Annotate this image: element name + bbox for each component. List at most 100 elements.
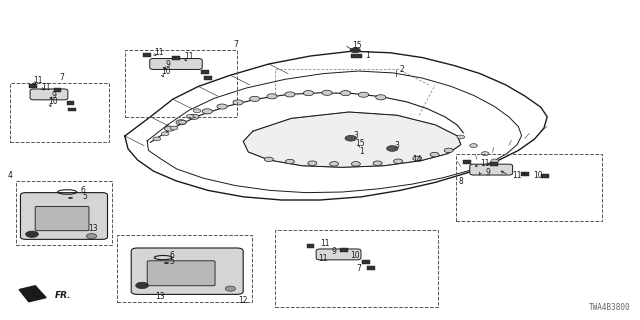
Circle shape	[170, 126, 178, 130]
Text: 10: 10	[532, 171, 543, 180]
Text: FR.: FR.	[54, 291, 71, 300]
Circle shape	[481, 152, 489, 156]
Bar	[362, 260, 370, 264]
Circle shape	[233, 100, 243, 105]
Circle shape	[153, 137, 161, 141]
Text: 11: 11	[319, 254, 328, 263]
Text: 12: 12	[239, 296, 248, 305]
Bar	[117, 235, 252, 302]
Circle shape	[387, 146, 398, 151]
Circle shape	[285, 159, 294, 164]
Text: TWA4B3800: TWA4B3800	[589, 303, 630, 312]
Bar	[307, 244, 314, 248]
Text: 11: 11	[42, 83, 51, 92]
Text: 6: 6	[169, 251, 174, 260]
Circle shape	[189, 114, 199, 119]
Bar	[275, 230, 438, 307]
Text: 11: 11	[321, 239, 330, 248]
Text: 11: 11	[184, 52, 193, 61]
Text: 3: 3	[394, 141, 399, 150]
Bar	[125, 50, 237, 117]
Circle shape	[176, 120, 186, 125]
Bar	[16, 181, 112, 245]
Circle shape	[202, 109, 212, 114]
Circle shape	[340, 91, 351, 96]
Polygon shape	[19, 286, 46, 302]
Circle shape	[350, 48, 360, 53]
Circle shape	[413, 156, 422, 161]
Text: 13: 13	[88, 224, 98, 233]
Bar	[351, 54, 362, 58]
Text: 9: 9	[485, 168, 490, 177]
Text: 9: 9	[52, 91, 57, 100]
Text: 10: 10	[350, 252, 360, 260]
Bar	[367, 266, 375, 270]
Circle shape	[225, 286, 236, 291]
Circle shape	[267, 94, 277, 99]
Text: 11: 11	[513, 171, 522, 180]
Circle shape	[308, 161, 317, 165]
Circle shape	[491, 159, 499, 163]
Text: 5: 5	[169, 257, 174, 266]
Bar	[456, 154, 602, 221]
Circle shape	[161, 132, 169, 136]
Text: 1: 1	[359, 147, 364, 156]
Bar	[172, 56, 180, 60]
Text: 8: 8	[458, 177, 463, 186]
Circle shape	[26, 231, 38, 237]
Bar	[201, 70, 209, 74]
FancyBboxPatch shape	[150, 59, 202, 69]
Text: 11: 11	[154, 48, 163, 57]
Polygon shape	[243, 112, 461, 167]
Text: 7: 7	[356, 264, 361, 273]
Text: 4: 4	[7, 172, 12, 180]
Text: 11: 11	[481, 159, 490, 168]
FancyBboxPatch shape	[20, 193, 108, 239]
Circle shape	[499, 166, 506, 170]
Text: 3: 3	[353, 131, 358, 140]
Circle shape	[345, 135, 356, 141]
Circle shape	[303, 91, 314, 96]
FancyBboxPatch shape	[316, 249, 361, 260]
FancyBboxPatch shape	[131, 248, 243, 294]
Bar	[68, 108, 76, 111]
Text: 10: 10	[48, 97, 58, 106]
Bar	[541, 174, 549, 178]
Text: 9: 9	[165, 60, 170, 69]
Circle shape	[264, 157, 273, 162]
Text: 6: 6	[81, 186, 86, 195]
Text: 15: 15	[352, 41, 362, 50]
Bar	[54, 88, 61, 92]
Text: 5: 5	[82, 192, 87, 201]
Text: 1: 1	[365, 51, 371, 60]
Circle shape	[444, 148, 453, 153]
FancyBboxPatch shape	[470, 164, 513, 175]
Circle shape	[470, 144, 477, 148]
Circle shape	[351, 162, 360, 166]
Text: 7: 7	[60, 73, 65, 82]
Circle shape	[136, 282, 148, 289]
Bar	[143, 53, 151, 57]
Circle shape	[250, 96, 260, 101]
Circle shape	[376, 95, 386, 100]
Circle shape	[394, 159, 403, 164]
Circle shape	[430, 152, 439, 157]
Circle shape	[373, 161, 382, 165]
Bar	[340, 248, 348, 252]
Text: 7: 7	[233, 40, 238, 49]
Text: 14: 14	[412, 156, 422, 164]
FancyBboxPatch shape	[35, 206, 89, 231]
Circle shape	[322, 90, 332, 95]
Circle shape	[358, 92, 369, 97]
Circle shape	[86, 234, 97, 239]
Bar	[67, 101, 74, 105]
Bar	[10, 83, 109, 142]
Circle shape	[457, 135, 465, 139]
Bar	[29, 84, 37, 88]
Bar	[490, 162, 498, 166]
Text: 13: 13	[155, 292, 165, 301]
FancyBboxPatch shape	[147, 261, 215, 286]
Bar	[204, 76, 212, 80]
Bar	[521, 172, 529, 176]
Text: 15: 15	[355, 139, 365, 148]
